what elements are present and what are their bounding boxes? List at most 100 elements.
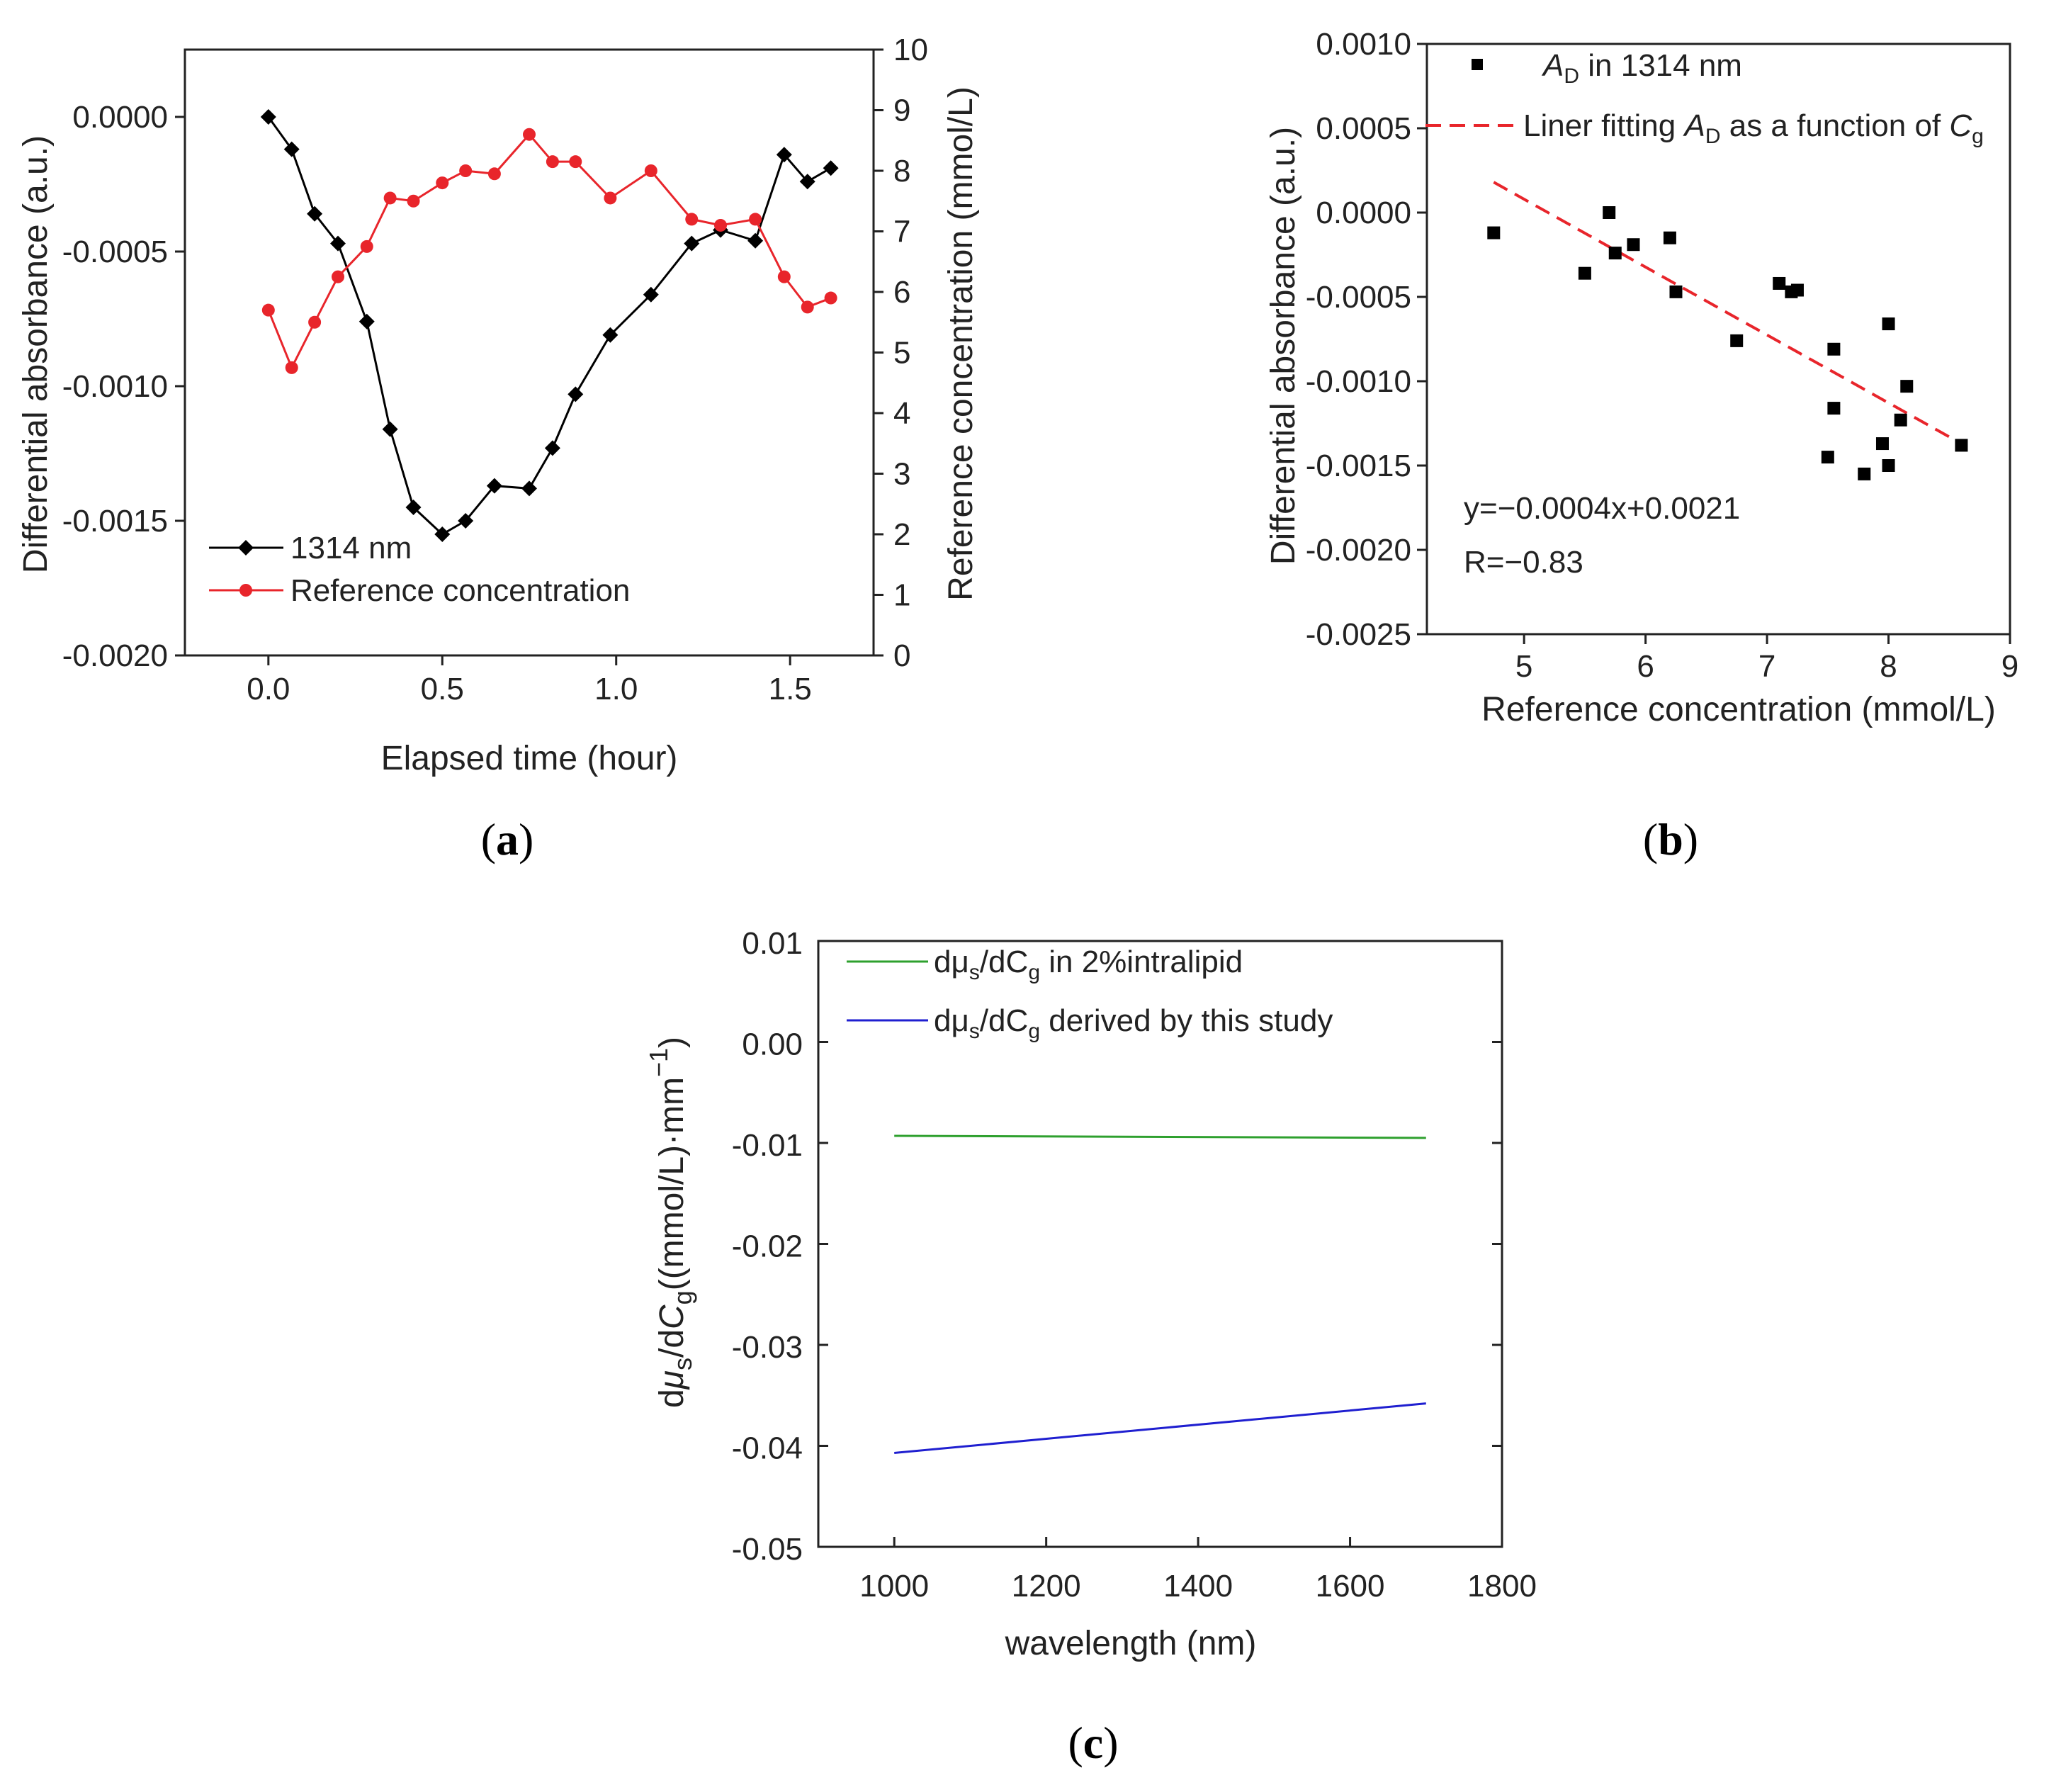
panel-b-x-ticks: 5 6 7 8 9 bbox=[1515, 634, 2018, 684]
panel-a-point-reference bbox=[261, 303, 275, 317]
panel-b-legend-label-scatter: AD in 1314 nm bbox=[1541, 48, 1742, 88]
panel-b-point bbox=[1603, 206, 1616, 219]
panel-a-point-1314 bbox=[307, 205, 323, 222]
panel-b-point bbox=[1827, 342, 1841, 356]
panel-b-x-tick-label: 8 bbox=[1880, 649, 1897, 684]
panel-c-y-tick-label: 0.00 bbox=[742, 1027, 803, 1062]
panel-a-point-reference bbox=[685, 213, 699, 226]
panel-b-point bbox=[1900, 380, 1914, 393]
panel-a-x-tick-label: 0.0 bbox=[247, 672, 290, 706]
panel-a-x-axis-title: Elapsed time (hour) bbox=[381, 740, 678, 777]
panel-b-x-axis-title: Reference concentration (mmol/L) bbox=[1481, 691, 1996, 728]
panel-a-y2-tick-label: 0 bbox=[893, 638, 910, 673]
panel-b-point bbox=[1858, 467, 1871, 480]
panel-c-x-tick-label: 1600 bbox=[1316, 1569, 1385, 1604]
panel-a-point-reference bbox=[332, 270, 344, 283]
panel-a-point-reference bbox=[824, 291, 837, 305]
panel-b-point bbox=[1882, 317, 1895, 331]
panel-b-point bbox=[1578, 266, 1591, 280]
panel-a-series-line-0 bbox=[267, 116, 832, 536]
panel-a-x-ticks: 0.0 0.5 1.0 1.5 bbox=[247, 655, 812, 706]
panel-c-line-study bbox=[894, 1402, 1426, 1454]
panel-b-point bbox=[1487, 226, 1501, 240]
panel-b-y-tick-label: -0.0005 bbox=[1306, 280, 1411, 315]
panel-a-y-tick-label: -0.0020 bbox=[62, 638, 168, 673]
panel-b-y-ticks: 0.0010 0.0005 0.0000 -0.0005 -0.0010 -0.0015 -… bbox=[1306, 27, 1427, 652]
panel-b-x-tick-label: 9 bbox=[2001, 649, 2018, 684]
panel-c-y-axis-title: dμs/dCg((mmol/L)·mm−1) bbox=[644, 1037, 697, 1408]
panel-c-x-tick-label: 1000 bbox=[859, 1569, 929, 1604]
panel-b-series bbox=[1487, 181, 1968, 480]
panel-a-point-reference bbox=[308, 315, 322, 329]
panel-c-y-tick-label: -0.05 bbox=[732, 1532, 803, 1567]
panel-a-point-reference bbox=[714, 218, 727, 232]
panel-b-point bbox=[1790, 283, 1804, 297]
panel-b-point bbox=[1773, 276, 1786, 290]
panel-b-legend: AD in 1314 nm Liner fitting AD as a func… bbox=[1425, 48, 1984, 148]
panel-a-y2-ticks: 0 1 2 3 4 5 6 7 8 9 10 bbox=[874, 33, 928, 673]
panel-c-label: (c) bbox=[1068, 1718, 1118, 1768]
panel-b-y-tick-label: -0.0010 bbox=[1306, 364, 1411, 399]
panel-c-y-tick-label: -0.02 bbox=[732, 1229, 803, 1264]
panel-a-point-1314 bbox=[602, 327, 619, 343]
panel-b-y-tick-label: -0.0020 bbox=[1306, 533, 1411, 568]
panel-a-y2-tick-label: 6 bbox=[893, 275, 910, 310]
panel-b-frame bbox=[1425, 43, 2011, 636]
panel-a-y2-axis-title: Reference concentration (mmol/L) bbox=[942, 86, 980, 601]
panel-a-y-tick-label: -0.0010 bbox=[62, 369, 168, 404]
panel-b-x-tick-label: 5 bbox=[1515, 649, 1532, 684]
panel-a-point-1314 bbox=[521, 480, 537, 497]
panel-a-point-1314 bbox=[358, 313, 375, 329]
panel-b-point bbox=[1827, 402, 1841, 415]
panel-a-series-line-1 bbox=[267, 133, 832, 371]
panel-b-fit-line bbox=[1493, 181, 1963, 445]
panel-a-point-reference bbox=[777, 270, 791, 283]
panel-c-y-tick-label: 0.01 bbox=[742, 926, 803, 961]
panel-c-legend-label-study: dμs/dCg derived by this study bbox=[934, 1003, 1333, 1043]
panel-c-legend: dμs/dCg in 2%intralipid dμs/dCg derived … bbox=[847, 945, 1333, 1043]
panel-a-y-tick-label: 0.0000 bbox=[72, 100, 168, 135]
panel-a-chart: 0.0 0.5 1.0 1.5 -0.0020 -0.0015 -0.0010 -0.000… bbox=[17, 33, 980, 864]
panel-a-point-reference bbox=[459, 164, 473, 177]
panel-a-legend-label-1314: 1314 nm bbox=[290, 531, 412, 565]
panel-c-line-intralipid bbox=[894, 1134, 1426, 1139]
panel-a-point-reference bbox=[523, 128, 536, 141]
panel-b-label: (b) bbox=[1643, 814, 1698, 864]
panel-a-point-1314 bbox=[382, 421, 398, 437]
panel-b-point bbox=[1821, 451, 1834, 464]
panel-a-point-reference bbox=[644, 164, 657, 177]
panel-a-point-1314 bbox=[260, 109, 276, 125]
panel-a-legend: 1314 nm Reference concentration bbox=[209, 531, 630, 608]
panel-b-correlation-coefficient: R=−0.83 bbox=[1464, 545, 1583, 580]
panel-b-y-tick-label: 0.0010 bbox=[1316, 27, 1411, 62]
panel-a-legend-label-reference: Reference concentration bbox=[290, 573, 630, 608]
panel-b-y-axis-title: Differential absorbance (a.u.) bbox=[1265, 127, 1302, 565]
panel-c-chart: 1000 1200 1400 1600 1800 0.01 0.00 -0.01 -0.02 -… bbox=[644, 926, 1537, 1768]
panel-a-y-ticks: -0.0020 -0.0015 -0.0010 -0.0005 0.0000 bbox=[62, 100, 185, 673]
panel-a-point-reference bbox=[383, 191, 397, 205]
panel-a-point-1314 bbox=[486, 478, 502, 494]
panel-a-point-1314 bbox=[568, 386, 584, 402]
panel-a-x-tick-label: 1.0 bbox=[594, 672, 638, 706]
panel-c-x-tick-label: 1800 bbox=[1467, 1569, 1537, 1604]
panel-c-y-tick-label: -0.03 bbox=[732, 1330, 803, 1365]
panel-a-y2-tick-label: 10 bbox=[893, 33, 928, 67]
panel-c-x-tick-label: 1400 bbox=[1163, 1569, 1233, 1604]
panel-b-point bbox=[1875, 437, 1889, 451]
panel-a-y-tick-label: -0.0005 bbox=[62, 235, 168, 269]
panel-c-legend-label-intralipid: dμs/dCg in 2%intralipid bbox=[934, 945, 1243, 984]
panel-a-point-1314 bbox=[458, 513, 474, 529]
panel-b-y-tick-label: 0.0000 bbox=[1316, 196, 1411, 230]
panel-a-y-axis-title: Differential absorbance (a.u.) bbox=[17, 135, 55, 573]
panel-a-point-1314 bbox=[283, 141, 300, 157]
panel-a-point-reference bbox=[436, 176, 449, 190]
panel-b-point bbox=[1730, 334, 1744, 347]
panel-a-point-1314 bbox=[747, 232, 764, 249]
panel-b-y-tick-label: -0.0025 bbox=[1306, 617, 1411, 652]
panel-a-point-1314 bbox=[405, 500, 422, 515]
panel-b-point bbox=[1663, 231, 1676, 244]
panel-c-y-tick-label: -0.04 bbox=[732, 1431, 803, 1466]
panel-a-y2-tick-label: 1 bbox=[893, 578, 910, 613]
panel-a-y2-tick-label: 4 bbox=[893, 396, 910, 431]
